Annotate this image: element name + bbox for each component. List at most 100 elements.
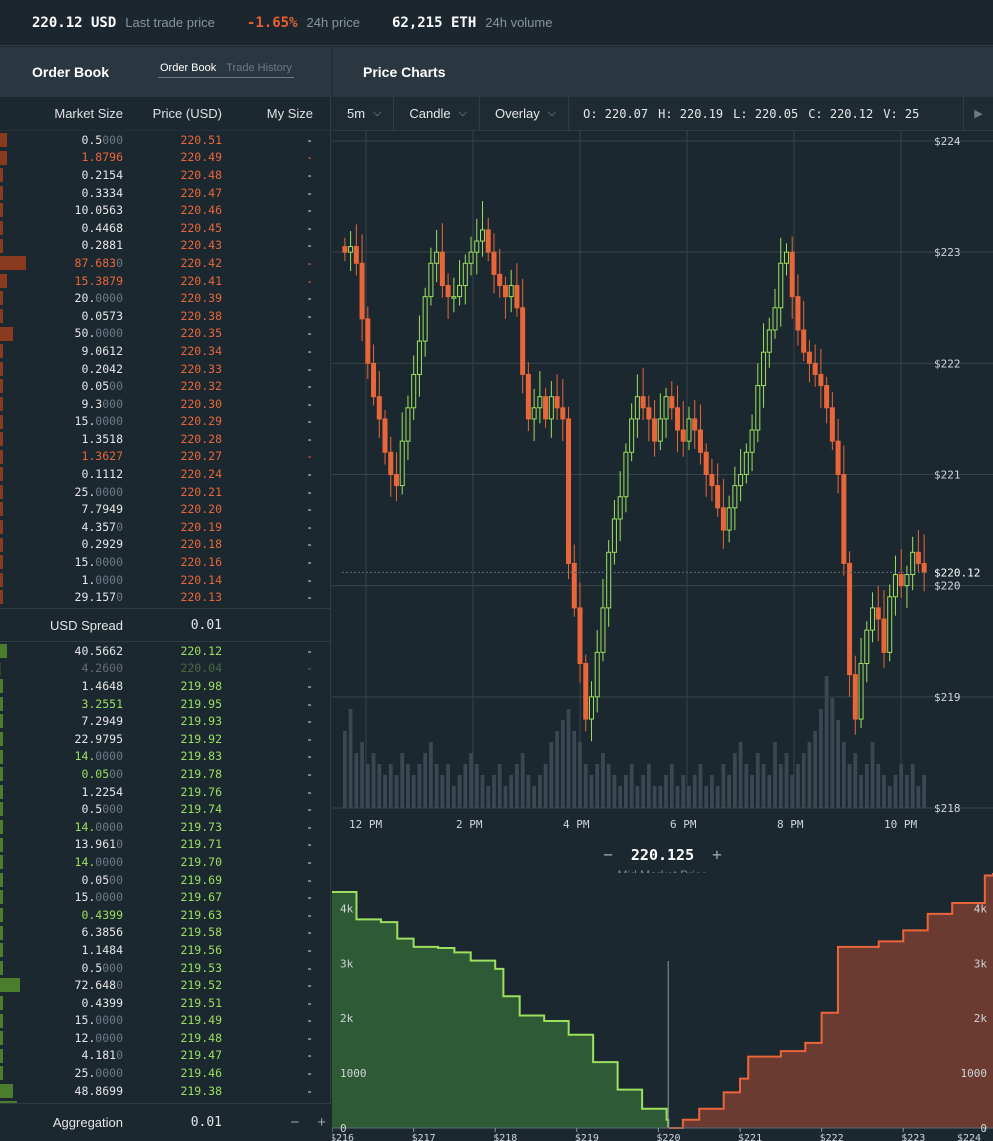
my-size: - [306, 1048, 313, 1063]
bid-row[interactable]: 1.4648 219.98 - [0, 677, 330, 695]
ask-row[interactable]: 4.3570 220.19 - [0, 518, 330, 536]
market-size: 7.7949 [0, 502, 123, 516]
last-price-label: Last trade price [125, 14, 215, 30]
ask-row[interactable]: 0.5000 220.51 - [0, 131, 330, 149]
overlay-select[interactable]: Overlay ⌵ [480, 96, 570, 131]
bid-row[interactable]: 40.5662 220.12 - [0, 642, 330, 660]
ask-row[interactable]: 50.0000 220.35 - [0, 325, 330, 343]
my-size: - [306, 502, 313, 517]
bid-row[interactable]: 1.2254 219.76 - [0, 783, 330, 801]
candlestick-chart[interactable]: $224 $223 $222 $221 $220 $219 $218 12 PM 2 PM 4 P… [332, 131, 993, 881]
candle-body [720, 507, 726, 531]
price: 220.34 [180, 343, 222, 358]
zoom-in-button[interactable]: + [712, 845, 722, 864]
ask-row[interactable]: 15.0000 220.16 - [0, 553, 330, 571]
bid-row[interactable]: 14.0000 219.83 - [0, 748, 330, 766]
candle-body [663, 396, 669, 420]
depth-bar [0, 960, 4, 975]
market-size: 1.4648 [0, 679, 123, 693]
x-tick-label: 2 PM [456, 818, 483, 831]
depth-chart[interactable]: $216 $217 $218 $219 $220 $221 $222 $223 $224 4k 4k… [332, 873, 993, 1141]
bid-row[interactable]: 4.2600 220.04 - [0, 660, 330, 678]
market-size-padding: 0 [116, 1048, 123, 1063]
depth-bar [0, 256, 27, 271]
ask-row[interactable]: 25.0000 220.21 - [0, 483, 330, 501]
aggregation-increase-button[interactable]: + [317, 1114, 326, 1131]
depth-bar [0, 732, 4, 746]
price: 220.43 [180, 238, 222, 253]
bid-row[interactable]: 14.0000 219.73 - [0, 818, 330, 836]
market-size: 22.9795 [0, 732, 123, 746]
bid-row[interactable]: 15.0000 219.49 - [0, 1012, 330, 1030]
market-size: 4.3570 [0, 520, 123, 534]
market-size: 0.0500 [0, 379, 123, 393]
bid-row[interactable]: 14.0000 219.70 - [0, 853, 330, 871]
aggregation-decrease-button[interactable]: − [290, 1114, 300, 1131]
ask-row[interactable]: 1.3518 220.28 - [0, 430, 330, 448]
bid-row[interactable]: 0.5000 219.53 - [0, 959, 330, 977]
bid-row[interactable]: 0.0500 219.69 - [0, 871, 330, 889]
my-size: - [306, 1083, 313, 1098]
bid-row[interactable]: 7.2949 219.93 - [0, 712, 330, 730]
ask-row[interactable]: 29.1570 220.13 - [0, 588, 330, 606]
bid-row[interactable]: 22.9795 219.92 - [0, 730, 330, 748]
depth-bar [0, 995, 4, 1010]
bid-row[interactable]: 0.5000 219.74 - [0, 800, 330, 818]
my-size: - [306, 819, 313, 834]
play-icon[interactable]: ▶ [963, 96, 993, 131]
ask-row[interactable]: 15.0000 220.29 - [0, 413, 330, 431]
ask-row[interactable]: 9.0612 220.34 - [0, 342, 330, 360]
bid-row[interactable]: 25.0000 219.46 - [0, 1064, 330, 1082]
my-size: - [306, 643, 313, 658]
bid-row[interactable]: 0.4399 219.63 - [0, 906, 330, 924]
bid-row[interactable]: 48.8699 219.38 - [0, 1082, 330, 1100]
tab-order-book[interactable]: Order Book [160, 62, 217, 74]
ask-row[interactable]: 0.0500 220.32 - [0, 377, 330, 395]
ask-row[interactable]: 0.2042 220.33 - [0, 360, 330, 378]
bid-row[interactable]: 6.3856 219.58 - [0, 924, 330, 942]
ask-row[interactable]: 1.8796 220.49 - [0, 149, 330, 167]
ask-row[interactable]: 10.0563 220.46 - [0, 201, 330, 219]
bid-row[interactable]: 4.1810 219.47 - [0, 1047, 330, 1065]
ask-row[interactable]: 0.2881 220.43 - [0, 237, 330, 255]
interval-select[interactable]: 5m ⌵ [332, 96, 395, 131]
ask-row[interactable]: 0.1112 220.24 - [0, 465, 330, 483]
bid-row[interactable]: 15.0000 219.67 - [0, 888, 330, 906]
ask-row[interactable]: 1.3627 220.27 - [0, 448, 330, 466]
ask-row[interactable]: 1.0000 220.14 - [0, 571, 330, 589]
bid-row[interactable]: 13.9610 219.71 - [0, 836, 330, 854]
my-size: - [306, 203, 313, 218]
ask-row[interactable]: 0.2929 220.18 - [0, 536, 330, 554]
bid-row[interactable]: 0.4399 219.51 - [0, 994, 330, 1012]
market-size: 0.5000 [0, 961, 123, 975]
ask-row[interactable]: 0.2154 220.48 - [0, 166, 330, 184]
bid-row[interactable]: 72.6480 219.52 - [0, 976, 330, 994]
bid-row[interactable]: 0.0500 219.78 - [0, 765, 330, 783]
volume-bar [744, 764, 749, 808]
bid-row[interactable]: 3.2551 219.95 - [0, 695, 330, 713]
tab-trade-history[interactable]: Trade History [226, 62, 292, 74]
my-size: - [306, 379, 313, 394]
ask-row[interactable]: 0.4468 220.45 - [0, 219, 330, 237]
bid-row[interactable]: 12.0000 219.48 - [0, 1029, 330, 1047]
ask-row[interactable]: 0.3334 220.47 - [0, 184, 330, 202]
price: 219.76 [180, 784, 222, 799]
price: 219.58 [180, 925, 222, 940]
ask-row[interactable]: 15.3879 220.41 - [0, 272, 330, 290]
ask-row[interactable]: 7.7949 220.20 - [0, 500, 330, 518]
depth-bar [0, 361, 4, 376]
bid-row[interactable]: 1.1484 219.56 - [0, 941, 330, 959]
ticker-bar: 220.12 USD Last trade price -1.65% 24h pri… [0, 0, 993, 46]
chart-style-select[interactable]: Candle ⌵ [394, 96, 480, 131]
price: 219.78 [180, 766, 222, 781]
ask-row[interactable]: 87.6830 220.42 - [0, 254, 330, 272]
volume-bar [543, 764, 548, 808]
zoom-out-button[interactable]: − [603, 845, 613, 864]
volume-bar [790, 775, 795, 808]
ask-row[interactable]: 9.3000 220.30 - [0, 395, 330, 413]
ask-row[interactable]: 0.0573 220.38 - [0, 307, 330, 325]
ask-row[interactable]: 20.0000 220.39 - [0, 289, 330, 307]
depth-bar [0, 537, 4, 552]
volume-bar [572, 731, 577, 808]
candle-body [445, 285, 451, 298]
